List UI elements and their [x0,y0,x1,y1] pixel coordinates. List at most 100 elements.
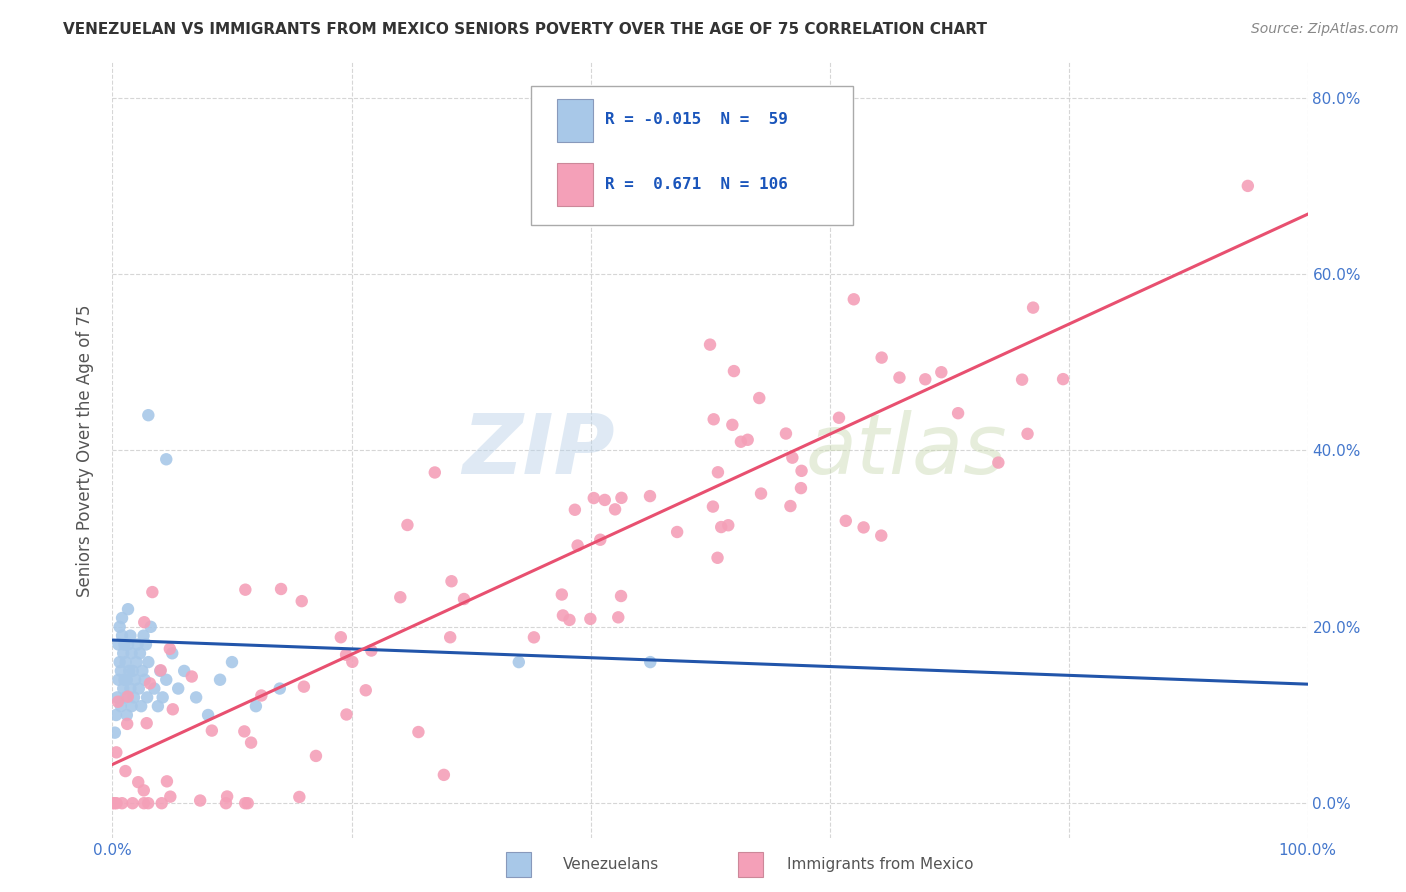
Point [710,520,733,534]
Point [389,591,412,605]
Point [582,491,605,505]
Point [354,683,377,698]
FancyBboxPatch shape [531,86,853,226]
Point [523,631,546,645]
Point [706,550,728,565]
Point [730,434,752,449]
Point [114,690,136,705]
Point [162,702,184,716]
Point [329,630,352,644]
Point [1011,373,1033,387]
Point [828,410,851,425]
Point [107,673,129,687]
Point [240,736,263,750]
Point [914,372,936,386]
Point [699,337,721,351]
Point [101,796,124,810]
Point [143,681,166,696]
Text: R =  0.671  N = 106: R = 0.671 N = 106 [605,177,787,192]
Point [111,611,134,625]
Point [723,364,745,378]
Bar [557,99,593,142]
Point [115,673,138,687]
Point [215,796,238,810]
Point [127,775,149,789]
Point [139,620,162,634]
Point [233,796,256,810]
Point [640,655,662,669]
Point [159,641,181,656]
Point [117,602,139,616]
Point [114,637,135,651]
Point [1017,426,1039,441]
Point [721,417,744,432]
Point [775,426,797,441]
Point [564,502,586,516]
Point [136,796,159,810]
Point [946,406,969,420]
Point [152,690,174,705]
Point [155,452,177,467]
Point [135,637,157,651]
Point [610,491,633,505]
Point [134,615,156,630]
Point [201,723,224,738]
Point [508,655,530,669]
Point [162,646,183,660]
Point [121,664,143,678]
Point [121,646,143,660]
Point [236,796,259,810]
Point [702,500,724,514]
Point [115,708,138,723]
Point [292,680,315,694]
Point [111,796,134,810]
Point [129,646,152,660]
Point [186,690,208,705]
Point [748,391,770,405]
Point [121,796,143,810]
Point [114,673,135,687]
Point [112,646,135,660]
Point [335,648,357,662]
Point [209,673,232,687]
Point [111,629,134,643]
Point [779,499,801,513]
Point [141,585,163,599]
Bar [506,852,531,877]
Point [593,492,616,507]
Point [127,637,149,651]
Point [288,789,311,804]
Point [835,514,858,528]
Point [1022,301,1045,315]
Point [423,466,446,480]
Point [558,613,581,627]
Point [105,690,128,705]
Text: R = -0.015  N =  59: R = -0.015 N = 59 [605,112,787,127]
Point [551,608,574,623]
Point [156,774,179,789]
Point [453,592,475,607]
Point [551,588,574,602]
Point [987,456,1010,470]
Point [108,655,131,669]
Point [703,412,725,426]
Point [592,205,614,219]
Point [149,663,172,677]
Point [396,518,419,533]
Point [146,699,169,714]
Point [120,681,142,696]
Point [132,783,155,797]
Point [173,664,195,678]
Point [291,594,314,608]
Point [335,707,357,722]
Point [717,518,740,533]
Point [235,582,257,597]
Point [114,655,136,669]
Text: atlas: atlas [806,410,1007,491]
Point [233,724,256,739]
Point [134,673,156,687]
Point [115,717,138,731]
Point [138,655,160,669]
Point [245,699,267,714]
Point [342,655,364,669]
